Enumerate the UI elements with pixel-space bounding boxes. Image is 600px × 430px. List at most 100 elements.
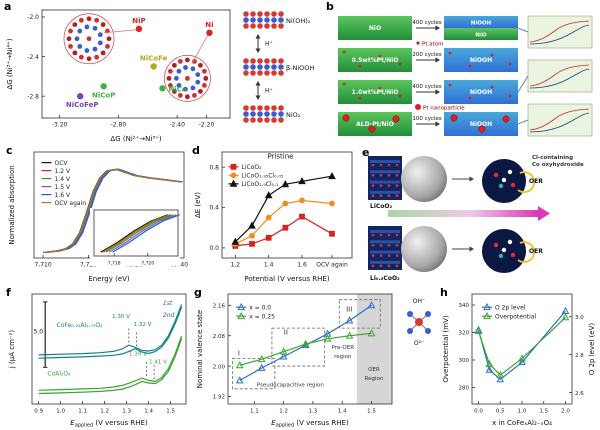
data-point bbox=[76, 93, 84, 100]
tick-label: 1.3 bbox=[122, 409, 131, 415]
pt-atom-dot bbox=[398, 62, 402, 66]
tick-label: 1.4 bbox=[144, 409, 153, 415]
marker bbox=[328, 171, 336, 180]
panel-e: e OER Cl-containing Co oxyhydroxide LiCoO₂ O… bbox=[362, 146, 596, 282]
tick-label: 1.0 bbox=[518, 409, 527, 415]
tick-label: 1.2 bbox=[231, 262, 241, 269]
marker bbox=[265, 214, 272, 221]
product-label: Co oxyhydroxide bbox=[532, 162, 584, 168]
marker bbox=[485, 359, 494, 368]
dashed-box bbox=[231, 358, 276, 390]
metal-atom bbox=[425, 311, 431, 317]
marker bbox=[248, 221, 256, 229]
y-axis-label: Normalized absorption bbox=[8, 165, 16, 244]
box-label: NiOOH bbox=[471, 21, 492, 27]
marker bbox=[299, 213, 305, 220]
marker bbox=[279, 352, 288, 360]
marker bbox=[518, 354, 526, 362]
nio-box bbox=[338, 112, 412, 136]
marker bbox=[257, 354, 266, 363]
marker bbox=[323, 334, 332, 342]
marker bbox=[235, 361, 244, 369]
annotation: I bbox=[238, 350, 240, 358]
annotation: II bbox=[284, 329, 288, 337]
connector-line bbox=[517, 75, 529, 93]
nio-cycling-schematic: NiO 400 cycles NiOOH NiO 0.5wt%Pt/NiO 200 cyc… bbox=[338, 15, 593, 137]
annotation: III bbox=[346, 306, 352, 314]
annotation: OER bbox=[368, 367, 380, 373]
connector-line bbox=[517, 27, 529, 33]
tick-label: 7,720 bbox=[80, 262, 97, 269]
annotation: 1.41 V bbox=[149, 359, 167, 365]
tick-label: 1.1 bbox=[78, 409, 87, 415]
tick-label: 0.9 bbox=[34, 409, 43, 415]
tick-label: OCV again bbox=[316, 262, 348, 269]
marker bbox=[345, 316, 354, 324]
tick-label: 300 bbox=[459, 358, 470, 364]
tick-label: 2.6 bbox=[575, 391, 584, 397]
cluster-structure bbox=[63, 13, 115, 65]
tick-label: 280 bbox=[459, 386, 470, 392]
tick-label: -3.20 bbox=[52, 122, 68, 129]
data-point bbox=[150, 63, 157, 70]
marker bbox=[282, 224, 289, 231]
product-label: Cl-containing bbox=[532, 155, 573, 161]
mini-cv-plot bbox=[527, 59, 593, 93]
tick-label: 1.2 bbox=[100, 409, 109, 415]
tick-label: 7,720 bbox=[141, 261, 154, 267]
legend-item: O 2p level bbox=[495, 304, 526, 311]
tick-label: 1.92 bbox=[213, 395, 225, 401]
axes-frame bbox=[93, 209, 179, 257]
legend-item: 1.6 V bbox=[55, 192, 71, 199]
panel-d-label: d bbox=[192, 144, 200, 157]
data-point-label: NiCoFe bbox=[140, 54, 168, 62]
data-point-label: NiCoP bbox=[92, 91, 115, 99]
pt-nanoparticle-dot bbox=[450, 114, 458, 122]
marker bbox=[281, 180, 290, 188]
tick-label: 0.4 bbox=[209, 205, 219, 212]
panel-f-label: f bbox=[6, 286, 11, 299]
panel-g: g 1.1 1.2 1.3 1.4 1.5 1.92 2.00 2.08 2.16 Eapplie… bbox=[194, 286, 398, 428]
legend-item: OCV bbox=[55, 160, 69, 167]
series-line bbox=[43, 168, 180, 254]
oer-arrow-icon bbox=[517, 171, 536, 193]
marker bbox=[230, 172, 237, 179]
panel-a-label: a bbox=[4, 0, 12, 13]
annotation: Pristine bbox=[267, 152, 293, 160]
data-point-label: NiP bbox=[132, 17, 145, 25]
pt-atom-dot bbox=[358, 96, 362, 100]
pt-atom-dot bbox=[416, 41, 420, 45]
data-point-label: NiCo bbox=[168, 85, 186, 93]
structure-label: NiO₂ bbox=[286, 111, 301, 119]
cycles-label: 400 cycles bbox=[412, 20, 441, 26]
pt-atom-dot bbox=[468, 96, 472, 100]
pt-nanoparticle-dot bbox=[342, 114, 350, 122]
legend-item: LiCoO₁.₉Cl₀.₁ bbox=[242, 181, 279, 188]
cycles-label: 100 cycles bbox=[412, 116, 441, 122]
niooh-box bbox=[444, 80, 518, 104]
marker bbox=[279, 347, 288, 355]
box-label: NiO bbox=[475, 33, 486, 39]
annotation: region bbox=[334, 354, 352, 360]
y-axis-label: j (μA cm⁻²) bbox=[8, 330, 16, 370]
gradient-arrow-icon bbox=[538, 206, 550, 221]
series-line bbox=[112, 214, 180, 253]
marker bbox=[367, 329, 376, 337]
tick-label: 0.0 bbox=[474, 409, 483, 415]
tick-label: 1.5 bbox=[166, 409, 175, 415]
xas-inset-chart: 7,718 7,720 bbox=[93, 209, 180, 267]
axes-frame bbox=[41, 9, 231, 119]
series-line bbox=[477, 316, 566, 376]
scatter-chart-dft: NiP Ni NiCoFe NiCo NiCoP NiCoFeP -3.20 -2.80 -2.… bbox=[6, 9, 231, 143]
nio-box bbox=[338, 48, 412, 72]
tick-label: 7,718 bbox=[108, 261, 121, 267]
axes-frame bbox=[31, 293, 187, 405]
dashed-box bbox=[271, 327, 326, 367]
panel-c-label: c bbox=[6, 144, 13, 157]
tick-label: 2.0 bbox=[561, 409, 570, 415]
x-axis-label: Eapplied (V versus RHE) bbox=[70, 419, 148, 428]
arrow-up-icon bbox=[255, 81, 261, 86]
xas-inset: 7,718 7,720 bbox=[90, 208, 180, 266]
tick-label: 2.08 bbox=[213, 334, 226, 340]
